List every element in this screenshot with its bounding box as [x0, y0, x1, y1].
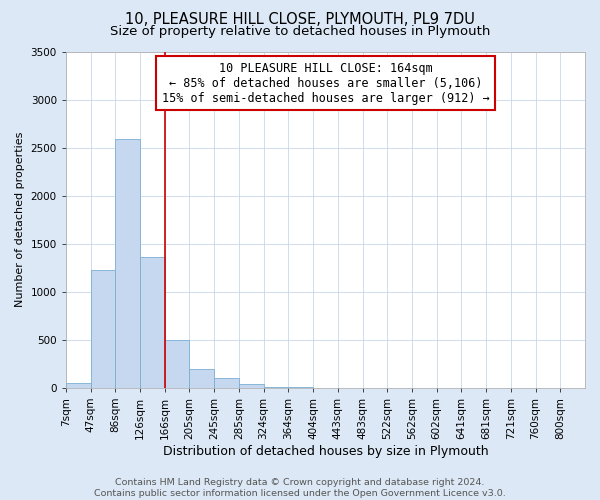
Bar	[165, 340, 190, 388]
Bar	[66, 383, 91, 388]
Y-axis label: Number of detached properties: Number of detached properties	[15, 132, 25, 308]
Bar	[263, 387, 289, 388]
Text: Size of property relative to detached houses in Plymouth: Size of property relative to detached ho…	[110, 25, 490, 38]
Bar	[190, 368, 214, 388]
Text: 10 PLEASURE HILL CLOSE: 164sqm
← 85% of detached houses are smaller (5,106)
15% : 10 PLEASURE HILL CLOSE: 164sqm ← 85% of …	[161, 62, 489, 104]
Bar	[239, 384, 263, 388]
Bar	[115, 139, 140, 388]
Bar	[91, 270, 115, 388]
Bar	[214, 378, 239, 388]
X-axis label: Distribution of detached houses by size in Plymouth: Distribution of detached houses by size …	[163, 444, 488, 458]
Bar	[140, 257, 165, 388]
Text: 10, PLEASURE HILL CLOSE, PLYMOUTH, PL9 7DU: 10, PLEASURE HILL CLOSE, PLYMOUTH, PL9 7…	[125, 12, 475, 28]
Text: Contains HM Land Registry data © Crown copyright and database right 2024.
Contai: Contains HM Land Registry data © Crown c…	[94, 478, 506, 498]
